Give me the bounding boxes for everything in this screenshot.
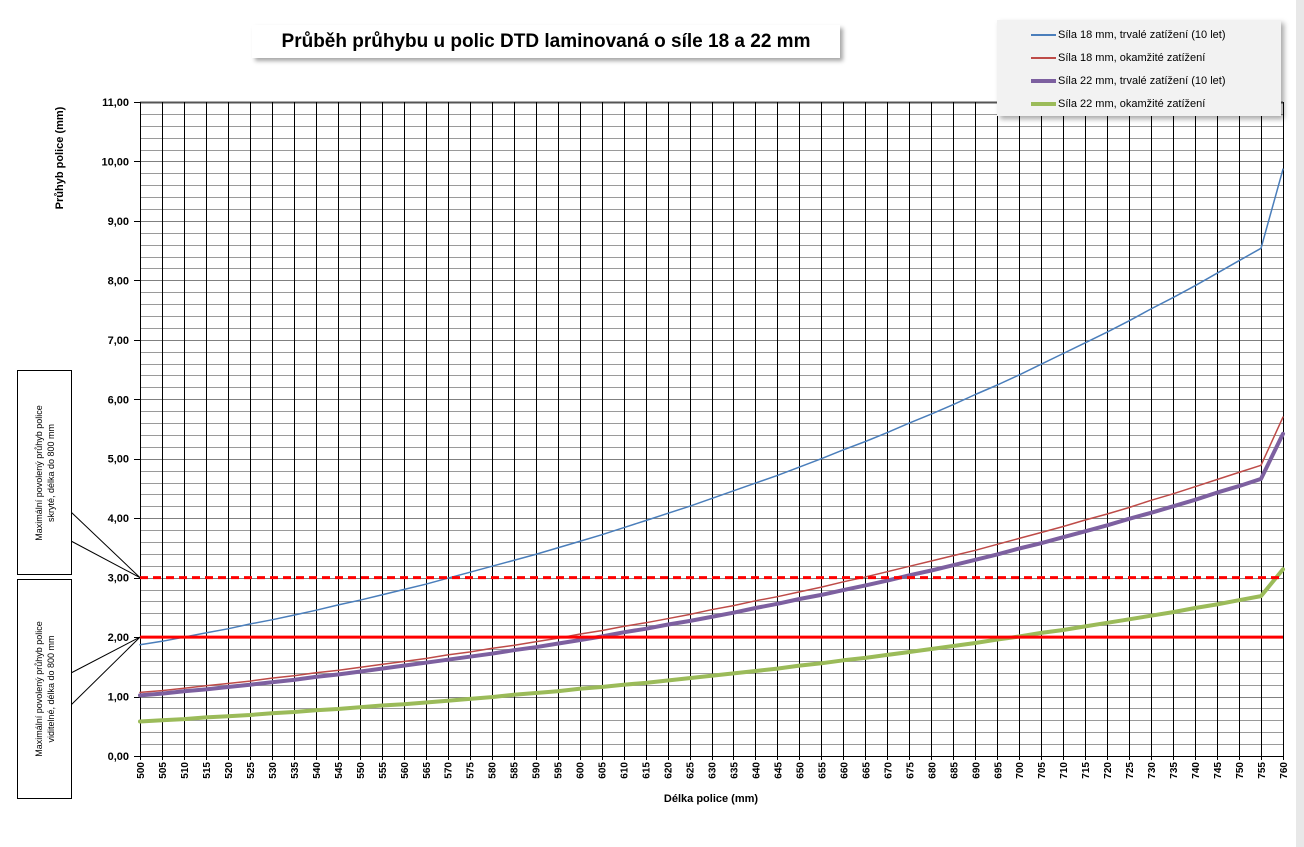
x-tick-label: 645 <box>773 762 784 779</box>
legend-item-18-long: Síla 18 mm, trvalé zatížení (10 let) <box>997 23 1281 46</box>
x-tick-label: 660 <box>839 762 850 779</box>
note-hidden-shelf: Maximální povolený průhyb police skryté,… <box>17 370 72 575</box>
y-tick-label: 7,00 <box>108 335 129 347</box>
x-tick-label: 650 <box>795 762 806 779</box>
y-tick-label: 1,00 <box>108 692 129 704</box>
x-tick-label: 680 <box>927 762 938 779</box>
x-axis-title: Délka police (mm) <box>664 793 758 805</box>
x-tick-label: 515 <box>202 762 213 779</box>
note-visible-shelf-text: Maximální povolený průhyb police viditel… <box>33 621 56 757</box>
reference-lines <box>140 576 1283 639</box>
axes <box>134 102 1284 760</box>
x-tick-label: 565 <box>422 762 433 779</box>
x-tick-label: 705 <box>1037 762 1048 779</box>
axis-labels: 0,00 1,00 2,00 3,00 4,00 5,00 6,00 7,00 8,00 9,00… <box>101 97 1290 779</box>
chart-title: Průběh průhybu u polic DTD laminovaná o … <box>252 25 840 58</box>
legend-swatch <box>1031 101 1056 106</box>
x-tick-label: 710 <box>1059 762 1070 779</box>
note-hidden-shelf-text: Maximální povolený průhyb police skryté,… <box>33 404 56 541</box>
x-tick-label: 730 <box>1147 762 1158 779</box>
x-tick-label: 525 <box>246 762 257 779</box>
legend-label: Síla 18 mm, trvalé zatížení (10 let) <box>1058 28 1226 41</box>
x-tick-label: 685 <box>949 762 960 779</box>
x-tick-label: 750 <box>1235 762 1246 779</box>
x-tick-label: 570 <box>444 762 455 779</box>
x-tick-label: 530 <box>268 762 279 779</box>
y-tick-label: 11,00 <box>102 97 129 109</box>
x-tick-label: 510 <box>180 762 191 779</box>
legend-swatch <box>1031 56 1056 59</box>
legend-label: Síla 22 mm, trvalé zatížení (10 let) <box>1058 74 1226 87</box>
y-tick-label: 0,00 <box>108 751 129 763</box>
x-tick-label: 520 <box>224 762 235 779</box>
y-tick-label: 3,00 <box>108 573 129 585</box>
y-tick-label: 5,00 <box>108 454 129 466</box>
x-tick-label: 725 <box>1125 762 1136 779</box>
x-tick-label: 690 <box>971 762 982 779</box>
y-tick-label: 8,00 <box>108 275 129 287</box>
y-tick-label: 2,00 <box>108 632 129 644</box>
chart-legend: Síla 18 mm, trvalé zatížení (10 let) Síl… <box>997 20 1281 116</box>
x-tick-label: 610 <box>620 762 631 779</box>
x-tick-label: 560 <box>400 762 411 779</box>
legend-swatch <box>1031 33 1056 36</box>
x-tick-label: 695 <box>993 762 1004 779</box>
x-tick-label: 635 <box>729 762 740 779</box>
x-tick-label: 600 <box>576 762 587 779</box>
data-series <box>138 168 1285 724</box>
x-tick-label: 625 <box>686 762 697 779</box>
x-tick-label: 760 <box>1279 762 1290 779</box>
x-tick-label: 665 <box>861 762 872 779</box>
series-22mm-long-term <box>138 431 1285 698</box>
y-axis-title: Průhyb police (mm) <box>54 106 66 209</box>
y-tick-label: 9,00 <box>108 216 129 228</box>
x-tick-label: 735 <box>1169 762 1180 779</box>
x-tick-label: 500 <box>136 762 147 779</box>
x-tick-label: 620 <box>664 762 675 779</box>
x-tick-label: 550 <box>356 762 367 779</box>
note-visible-shelf: Maximální povolený průhyb police viditel… <box>17 579 72 799</box>
x-tick-label: 630 <box>708 762 719 779</box>
x-tick-label: 615 <box>642 762 653 779</box>
x-tick-label: 745 <box>1213 762 1224 779</box>
x-tick-label: 580 <box>488 762 499 779</box>
x-tick-label: 590 <box>532 762 543 779</box>
plot-area-background <box>140 102 1283 756</box>
x-tick-label: 720 <box>1103 762 1114 779</box>
x-tick-label: 700 <box>1015 762 1026 779</box>
x-tick-label: 545 <box>334 762 345 779</box>
x-tick-label: 675 <box>905 762 916 779</box>
y-tick-label: 6,00 <box>108 394 129 406</box>
callout-pointer-visible-shelf <box>70 636 141 706</box>
x-tick-label: 655 <box>817 762 828 779</box>
x-tick-label: 595 <box>554 762 565 779</box>
x-tick-label: 575 <box>466 762 477 779</box>
x-tick-label: 585 <box>510 762 521 779</box>
legend-item-22-instant: Síla 22 mm, okamžité zatížení <box>997 92 1281 115</box>
legend-label: Síla 22 mm, okamžité zatížení <box>1058 97 1206 110</box>
x-tick-label: 670 <box>883 762 894 779</box>
legend-item-22-long: Síla 22 mm, trvalé zatížení (10 let) <box>997 69 1281 92</box>
legend-swatch <box>1031 78 1056 83</box>
x-tick-label: 555 <box>378 762 389 779</box>
x-tick-label: 755 <box>1257 762 1268 779</box>
callout-pointer-hidden-shelf <box>70 511 141 579</box>
x-tick-label: 535 <box>290 762 301 779</box>
x-tick-label: 715 <box>1081 762 1092 779</box>
x-tick-label: 605 <box>598 762 609 779</box>
legend-item-18-instant: Síla 18 mm, okamžité zatížení <box>997 46 1281 69</box>
x-tick-label: 740 <box>1191 762 1202 779</box>
annotation-callouts <box>70 511 141 706</box>
legend-label: Síla 18 mm, okamžité zatížení <box>1058 51 1206 64</box>
x-tick-label: 640 <box>751 762 762 779</box>
vertical-scrollbar[interactable] <box>1296 0 1304 847</box>
y-tick-label: 10,00 <box>101 156 129 168</box>
series-18mm-long-term <box>139 168 1284 646</box>
series-18mm-instant <box>139 416 1284 694</box>
series-22mm-instant <box>138 567 1285 724</box>
x-tick-label: 505 <box>158 762 169 779</box>
x-tick-label: 540 <box>312 762 323 779</box>
y-tick-label: 4,00 <box>108 513 129 525</box>
